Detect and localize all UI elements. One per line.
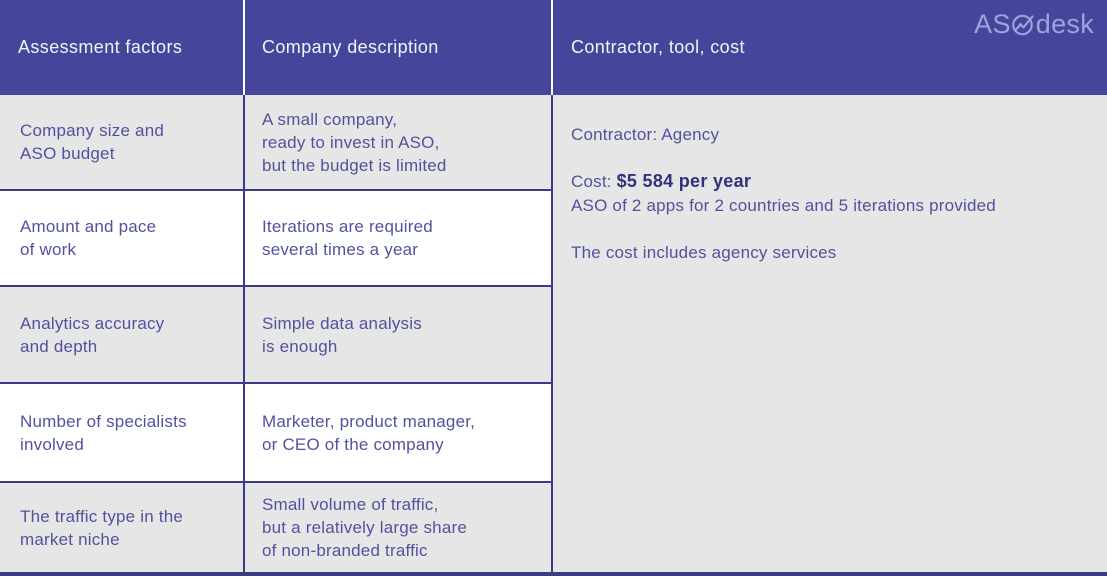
factor-text: The traffic type in the market niche: [20, 506, 184, 549]
asodesk-logo: AS desk: [974, 11, 1094, 38]
factor-cell-traffic-type: The traffic type in the market niche: [0, 483, 245, 572]
description-text: Marketer, product manager, or CEO of the…: [262, 411, 476, 454]
trend-circle-icon: [1011, 11, 1036, 38]
description-text: Simple data analysis is enough: [262, 313, 422, 356]
factor-text: Company size and ASO budget: [20, 121, 164, 163]
factor-cell-company-size: Company size and ASO budget: [0, 95, 245, 191]
factor-cell-analytics: Analytics accuracy and depth: [0, 287, 245, 384]
factor-text: Amount and pace of work: [20, 217, 157, 259]
header-contractor-tool-cost: Contractor, tool, cost AS desk: [553, 0, 1107, 95]
cost-label: Cost:: [571, 172, 617, 191]
logo-text-pre: AS: [974, 9, 1011, 39]
factor-cell-specialists: Number of specialists involved: [0, 384, 245, 483]
description-text: Small volume of traffic, but a relativel…: [262, 495, 467, 560]
description-text: Iterations are required several times a …: [262, 217, 433, 259]
description-cell-company-size: A small company, ready to invest in ASO,…: [245, 95, 553, 191]
description-cell-analytics: Simple data analysis is enough: [245, 287, 553, 384]
bottom-accent-bar: [0, 572, 1107, 576]
header-company-description: Company description: [245, 0, 553, 95]
header-company-description-label: Company description: [262, 37, 439, 57]
header-assessment-factors-label: Assessment factors: [18, 37, 183, 57]
factor-text: Analytics accuracy and depth: [20, 313, 165, 356]
factor-cell-amount-pace: Amount and pace of work: [0, 191, 245, 287]
cost-block: Cost: $5 584 per year ASO of 2 apps for …: [571, 169, 1087, 218]
cost-detail: ASO of 2 apps for 2 countries and 5 iter…: [571, 196, 996, 215]
contractor-line: Contractor: Agency: [571, 125, 720, 144]
header-contractor-tool-cost-label: Contractor, tool, cost: [571, 37, 745, 57]
logo-text-post: desk: [1035, 9, 1094, 39]
cost-line: Cost: $5 584 per year: [571, 169, 1087, 194]
description-cell-amount-pace: Iterations are required several times a …: [245, 191, 553, 287]
description-text: A small company, ready to invest in ASO,…: [262, 109, 447, 175]
contractor-panel: Contractor: Agency Cost: $5 584 per year…: [553, 95, 1107, 572]
description-cell-specialists: Marketer, product manager, or CEO of the…: [245, 384, 553, 483]
factor-text: Number of specialists involved: [20, 411, 187, 454]
cost-value: $5 584 per year: [616, 171, 752, 191]
description-cell-traffic-type: Small volume of traffic, but a relativel…: [245, 483, 553, 572]
header-assessment-factors: Assessment factors: [0, 0, 245, 95]
cost-note: The cost includes agency services: [571, 243, 837, 262]
